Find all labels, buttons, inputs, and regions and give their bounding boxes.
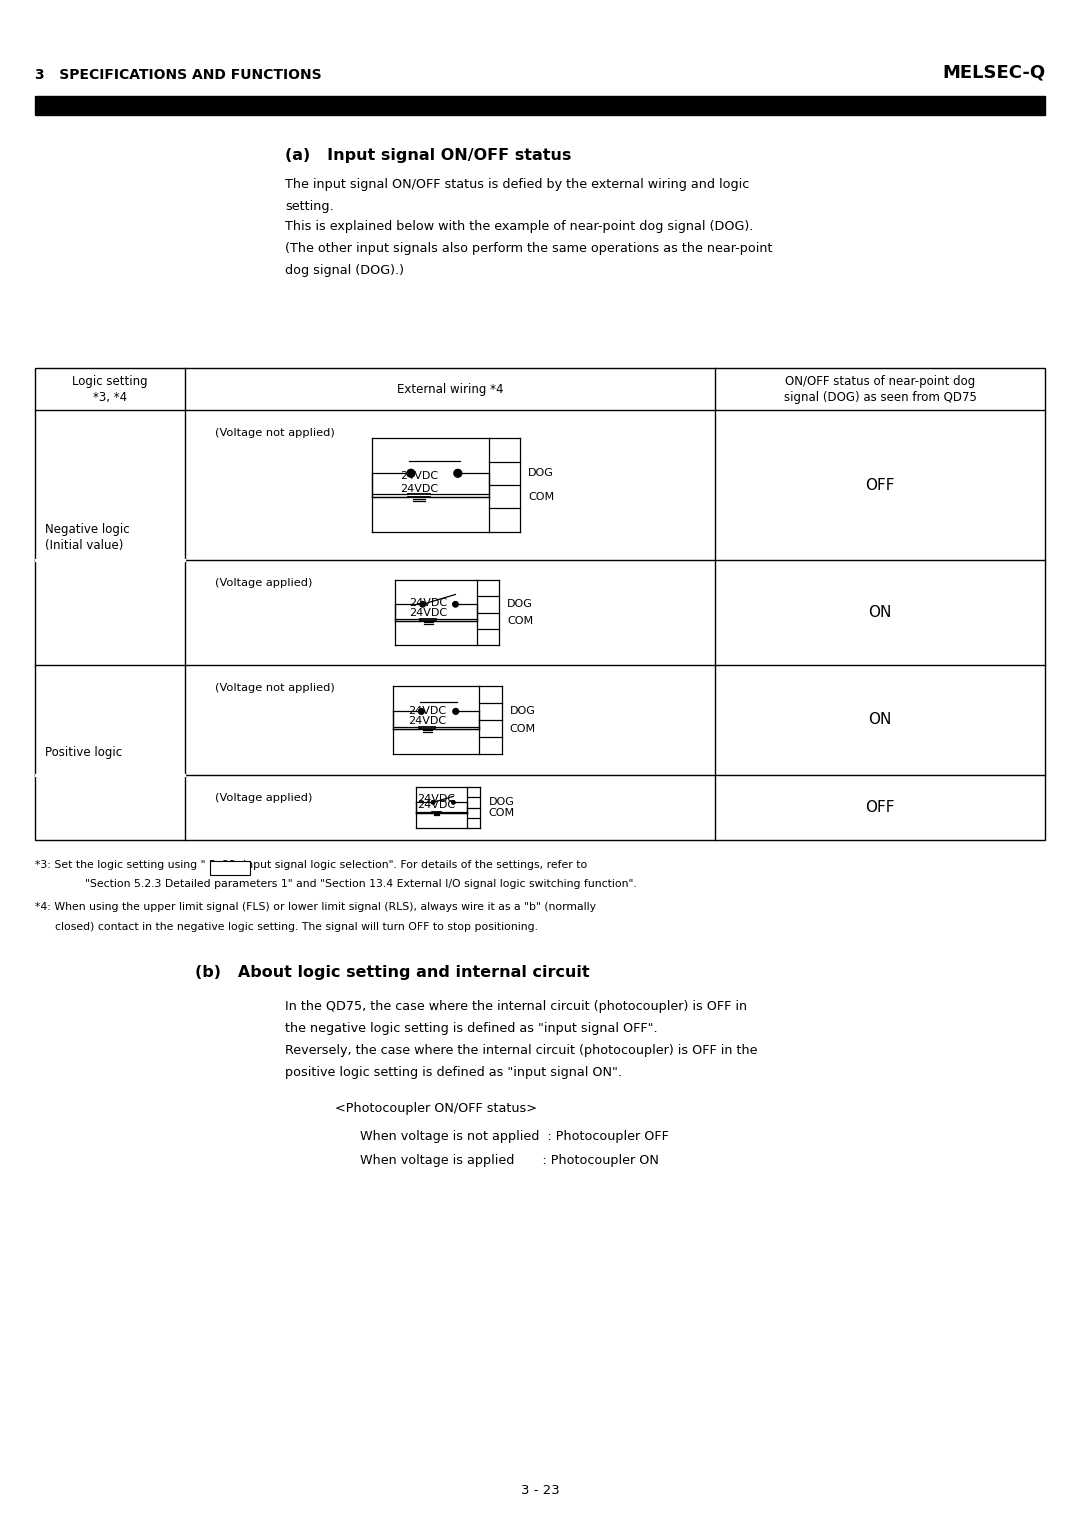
Text: setting.: setting. [285,200,334,212]
Text: 3   SPECIFICATIONS AND FUNCTIONS: 3 SPECIFICATIONS AND FUNCTIONS [35,69,322,83]
Text: *3, *4: *3, *4 [93,391,127,403]
Text: Reversely, the case where the internal circuit (photocoupler) is OFF in the: Reversely, the case where the internal c… [285,1044,757,1057]
Text: dog signal (DOG).): dog signal (DOG).) [285,264,404,277]
Bar [35,96,1045,115]
Text: DOG: DOG [488,798,514,807]
Text: OFF: OFF [865,801,894,814]
Text: (The other input signals also perform the same operations as the near-point: (The other input signals also perform th… [285,241,772,255]
Text: When voltage is applied       : Photocoupler ON: When voltage is applied : Photocoupler O… [360,1154,659,1167]
Text: ON: ON [868,712,892,727]
Text: OFF: OFF [865,477,894,492]
Text: "Section 5.2.3 Detailed parameters 1" and "Section 13.4 External I/O signal logi: "Section 5.2.3 Detailed parameters 1" an… [85,879,637,889]
Circle shape [451,801,455,804]
Text: 3 - 23: 3 - 23 [521,1484,559,1496]
Text: 24VDC: 24VDC [400,484,437,494]
Text: (Voltage applied): (Voltage applied) [215,578,312,588]
Text: (Initial value): (Initial value) [45,539,123,552]
Text: 24VDC: 24VDC [417,799,456,810]
Text: This is explained below with the example of near-point dog signal (DOG).: This is explained below with the example… [285,220,754,232]
Text: COM: COM [510,724,536,733]
Text: 24VDC: 24VDC [408,715,446,726]
Text: signal (DOG) as seen from QD75: signal (DOG) as seen from QD75 [784,391,976,403]
Bar [210,860,249,876]
Text: COM: COM [488,808,514,817]
Text: Logic setting: Logic setting [72,374,148,388]
Circle shape [453,709,459,714]
Text: (Voltage applied): (Voltage applied) [215,793,312,804]
Text: External wiring *4: External wiring *4 [396,382,503,396]
Text: Negative logic: Negative logic [45,523,130,536]
Text: closed) contact in the negative logic setting. The signal will turn OFF to stop : closed) contact in the negative logic se… [55,921,538,932]
Text: COM: COM [508,616,534,625]
Text: ON: ON [868,605,892,620]
Text: (b)   About logic setting and internal circuit: (b) About logic setting and internal cir… [195,966,590,979]
Text: DOG: DOG [510,706,536,717]
Bar [35,559,185,561]
Text: DOG: DOG [508,599,534,610]
Text: MELSEC-Q: MELSEC-Q [942,64,1045,83]
Text: In the QD75, the case where the internal circuit (photocoupler) is OFF in: In the QD75, the case where the internal… [285,999,747,1013]
Text: 24VDC: 24VDC [417,793,456,804]
Text: <Photocoupler ON/OFF status>: <Photocoupler ON/OFF status> [335,1102,537,1115]
Circle shape [420,602,426,607]
Text: *3: Set the logic setting using " Pr.22  Input signal logic selection". For deta: *3: Set the logic setting using " Pr.22 … [35,860,588,869]
Text: 24VDC: 24VDC [409,608,447,617]
Text: 24VDC: 24VDC [408,706,446,717]
Circle shape [453,602,458,607]
Text: Positive logic: Positive logic [45,746,122,759]
Text: When voltage is not applied  : Photocoupler OFF: When voltage is not applied : Photocoupl… [360,1131,669,1143]
Text: (Voltage not applied): (Voltage not applied) [215,428,335,439]
Text: *4: When using the upper limit signal (FLS) or lower limit signal (RLS), always : *4: When using the upper limit signal (F… [35,902,596,912]
Text: The input signal ON/OFF status is defied by the external wiring and logic: The input signal ON/OFF status is defied… [285,177,750,191]
Text: (a)   Input signal ON/OFF status: (a) Input signal ON/OFF status [285,148,571,163]
Text: positive logic setting is defined as "input signal ON".: positive logic setting is defined as "in… [285,1067,622,1079]
Bar [35,368,1045,840]
Text: 24VDC: 24VDC [409,599,447,608]
Bar [35,775,185,776]
Text: the negative logic setting is defined as "input signal OFF".: the negative logic setting is defined as… [285,1022,658,1034]
Circle shape [418,709,424,714]
Text: ON/OFF status of near-point dog: ON/OFF status of near-point dog [785,374,975,388]
Text: (Voltage not applied): (Voltage not applied) [215,683,335,694]
Text: 24VDC: 24VDC [400,471,437,481]
Text: DOG: DOG [528,468,554,478]
Text: COM: COM [528,492,554,501]
Circle shape [407,469,415,477]
Circle shape [431,801,435,804]
Circle shape [454,469,462,477]
